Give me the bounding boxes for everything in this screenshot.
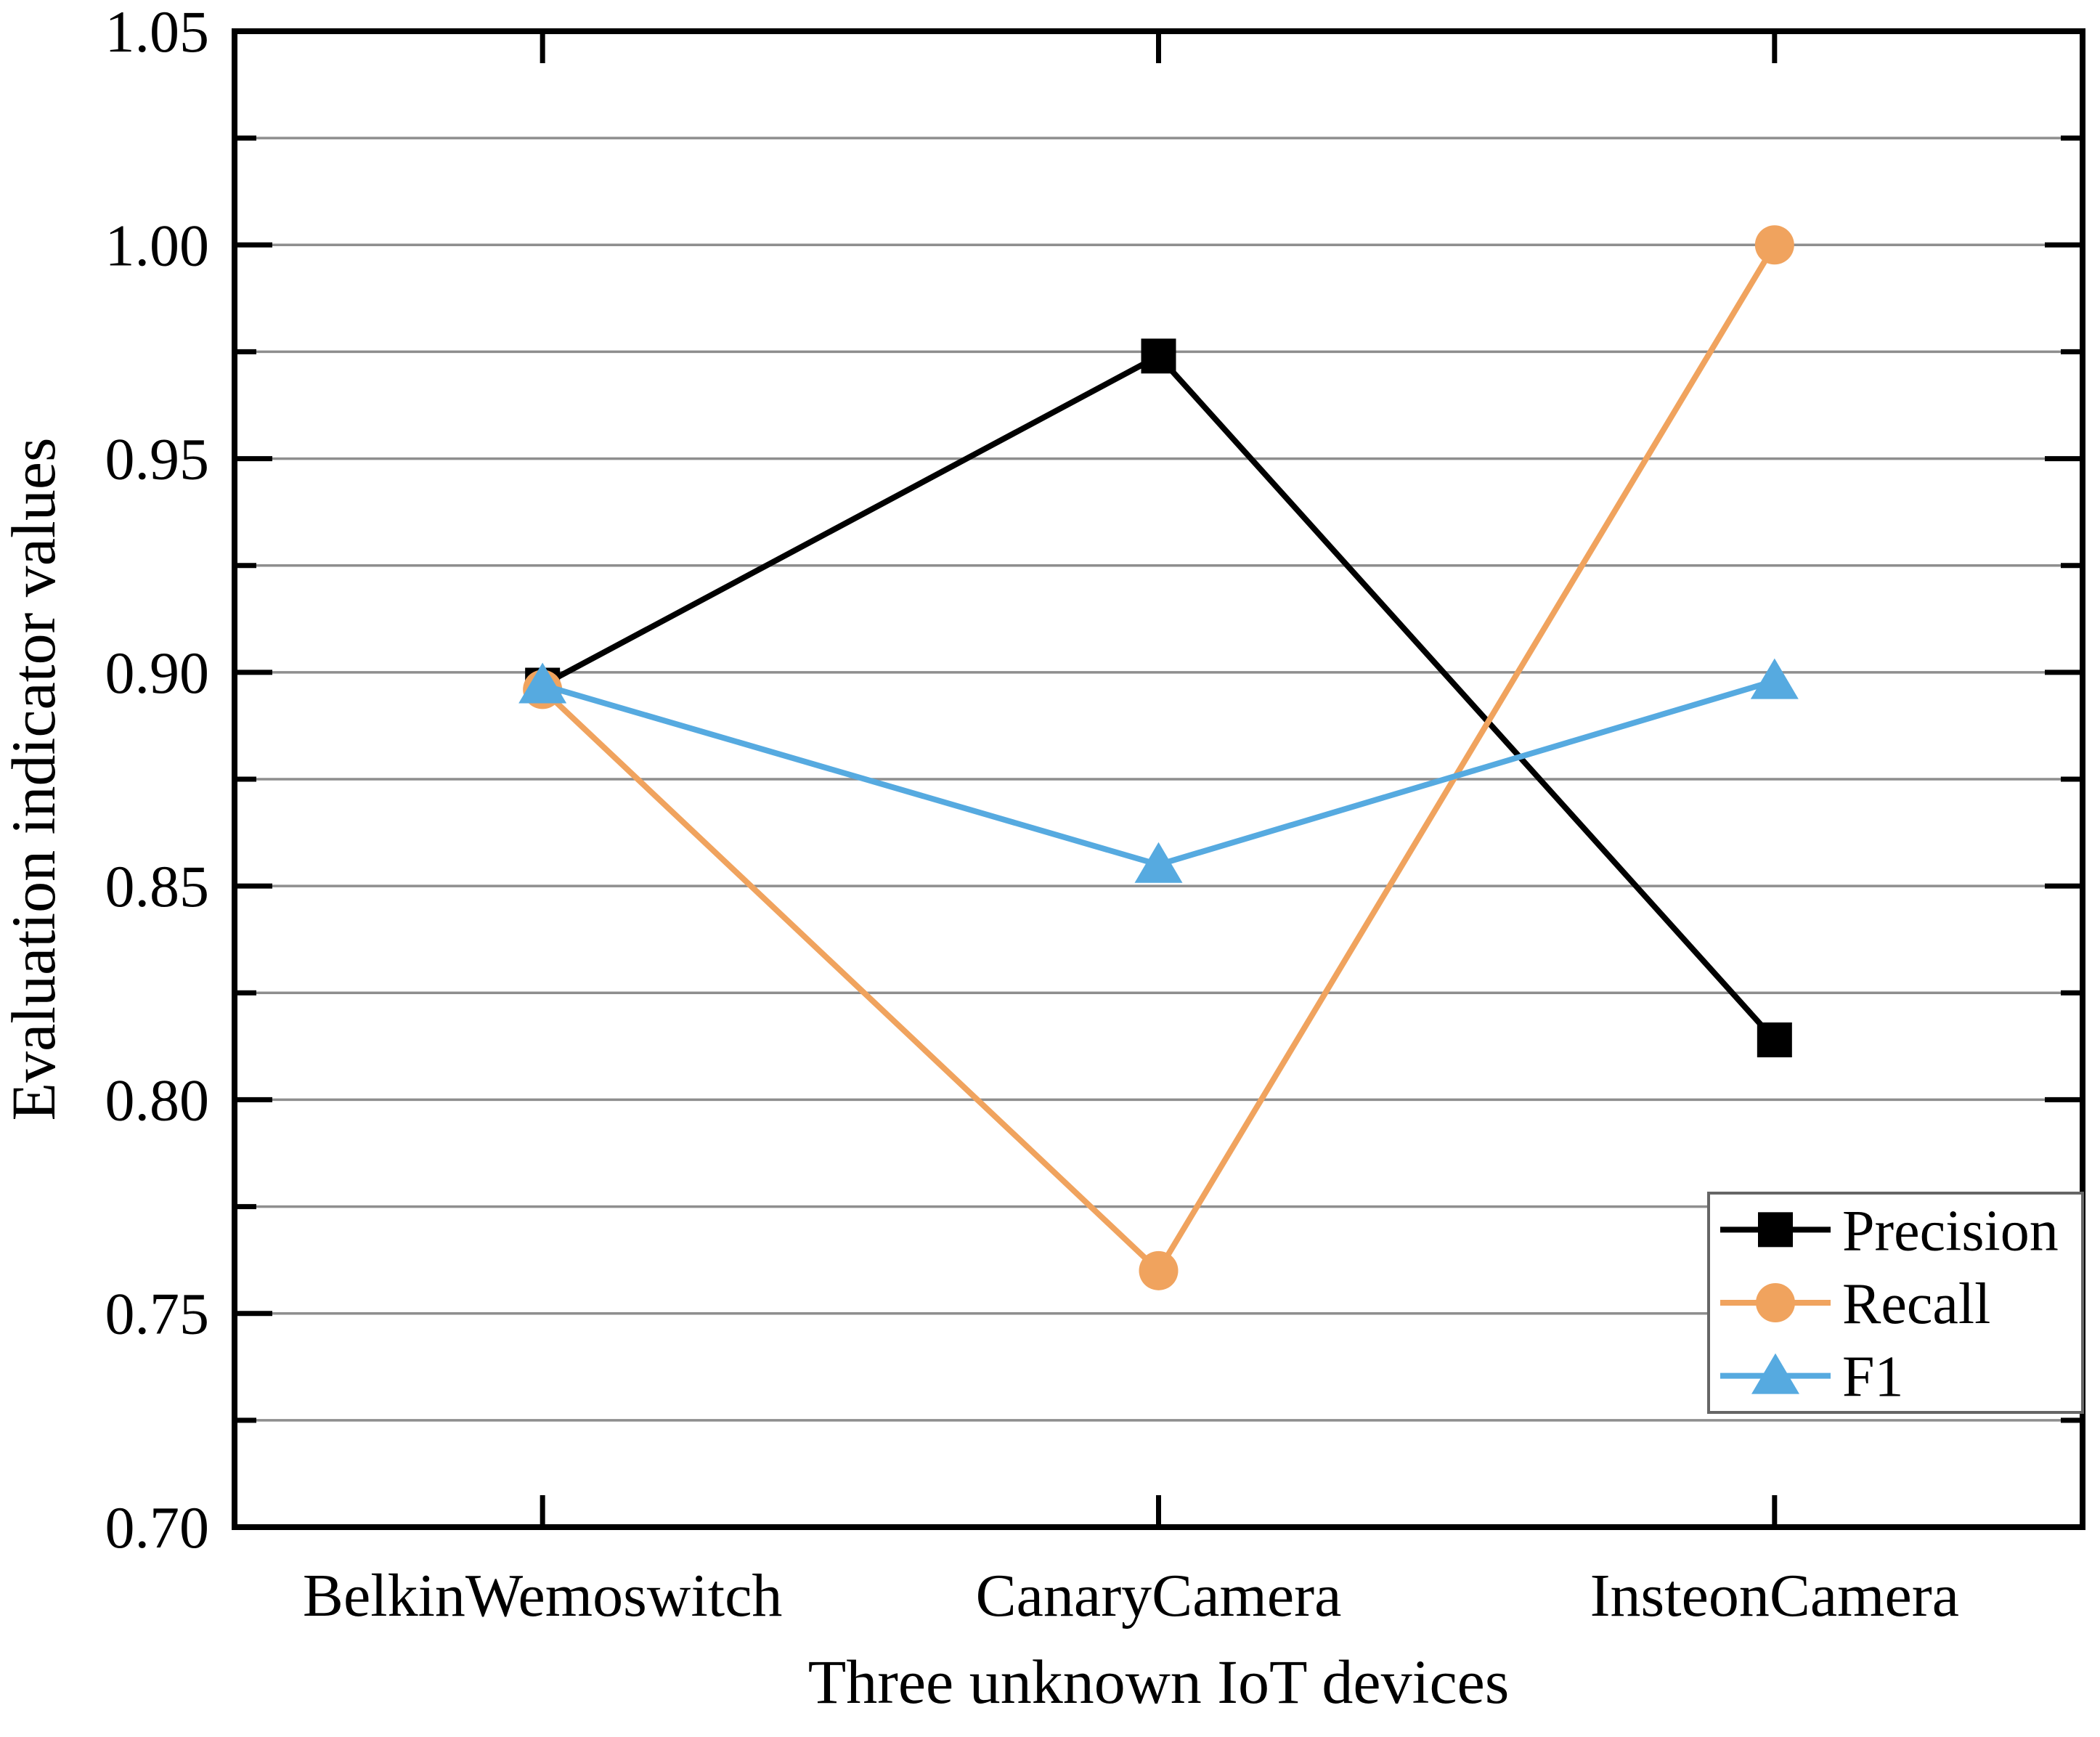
- marker-precision-2: [1757, 1022, 1792, 1058]
- y-tick-label: 0.80: [105, 1067, 210, 1133]
- marker-f1-1: [1134, 842, 1183, 883]
- y-tick-label: 0.95: [105, 426, 210, 492]
- marker-f1-0: [518, 662, 567, 704]
- legend-marker-precision: [1758, 1212, 1793, 1248]
- y-tick-label: 1.05: [105, 0, 210, 65]
- marker-recall-2: [1754, 225, 1794, 265]
- x-tick-label: CanaryCamera: [976, 1562, 1342, 1630]
- series-line-recall: [540, 243, 1778, 1276]
- x-tick-label: BelkinWemoswitch: [303, 1562, 782, 1630]
- marker-f1-2: [1750, 658, 1799, 699]
- plot-frame: [232, 28, 2085, 1530]
- y-tick-label: 0.75: [105, 1281, 210, 1347]
- legend-label: Recall: [1842, 1272, 1990, 1336]
- legend-marker-f1: [1751, 1353, 1799, 1394]
- legend-marker-recall: [1756, 1283, 1795, 1322]
- y-tick-label: 0.90: [105, 640, 210, 706]
- marker-precision-1: [1141, 338, 1176, 374]
- x-axis-title: Three unknown IoT devices: [808, 1647, 1510, 1717]
- legend-label: F1: [1842, 1346, 1904, 1409]
- y-axis-title: Evaluation indicator values: [0, 438, 68, 1121]
- marker-recall-1: [1139, 1250, 1179, 1290]
- x-tick-label: InsteonCamera: [1590, 1562, 1959, 1630]
- y-tick-label: 1.00: [105, 212, 210, 278]
- y-tick-label: 0.70: [105, 1494, 210, 1561]
- legend-label: Precision: [1842, 1199, 2059, 1263]
- y-tick-label: 0.85: [105, 853, 210, 919]
